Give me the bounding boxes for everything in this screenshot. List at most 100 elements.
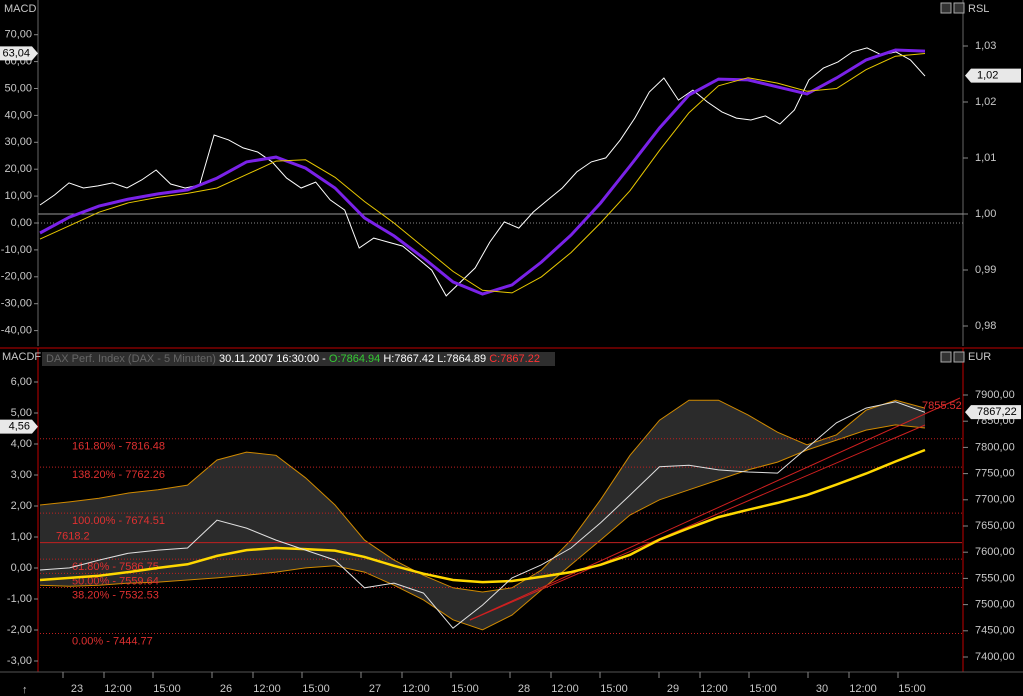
- x-tick-label: 12:00: [104, 683, 132, 695]
- y2-tick-label: 7650,00: [975, 520, 1015, 532]
- bollinger-area: [39, 399, 926, 631]
- current-value-label: 4,56: [9, 421, 30, 433]
- y2-tick-label: 7700,00: [975, 494, 1015, 506]
- restore-button[interactable]: [940, 2, 952, 14]
- open: O:7864.94: [329, 353, 380, 365]
- indicator-line: [39, 47, 926, 297]
- y-tick-label: 0,00: [11, 562, 32, 574]
- current-value-box: [0, 419, 38, 434]
- y-tick-label: 40,00: [4, 109, 32, 121]
- x-tick-label: 12:00: [402, 683, 430, 695]
- y-tick-label: -20,00: [1, 271, 32, 283]
- instrument: DAX Perf. Index (DAX - 5 Minuten): [46, 353, 216, 365]
- price-line: [39, 401, 926, 629]
- fib-label: 38.20% - 7532.53: [72, 589, 159, 601]
- x-tick-label: 12:00: [700, 683, 728, 695]
- fib-label: 138.20% - 7762.26: [72, 469, 165, 481]
- y-tick-label: 5,00: [11, 407, 32, 419]
- indicator-line: [39, 53, 926, 294]
- low: L:7864.89: [437, 353, 486, 365]
- fib-label: 50.00% - 7559.64: [72, 575, 159, 587]
- top-right-title: RSL: [968, 3, 989, 15]
- timestamp: 30.11.2007 16:30:00 -: [219, 353, 326, 365]
- current-value-label: 1,02: [977, 70, 998, 82]
- close-button[interactable]: [953, 351, 965, 363]
- y-tick-label: 30,00: [4, 136, 32, 148]
- current-value-label: 7867,22: [977, 406, 1017, 418]
- y2-tick-label: 0,99: [975, 264, 996, 276]
- y2-tick-label: 7450,00: [975, 625, 1015, 637]
- y-tick-label: -30,00: [1, 298, 32, 310]
- current-value-box: [965, 68, 1021, 83]
- x-tick-label: 27: [369, 683, 381, 695]
- band-lower: [39, 424, 926, 631]
- y2-tick-label: 1,03: [975, 40, 996, 52]
- y-tick-label: 4,00: [11, 438, 32, 450]
- trend-line: [469, 424, 926, 621]
- y2-tick-label: 7600,00: [975, 546, 1015, 558]
- y-tick-label: 6,00: [11, 376, 32, 388]
- y2-tick-label: 7550,00: [975, 572, 1015, 584]
- y-tick-label: 3,00: [11, 469, 32, 481]
- x-tick-label: 12:00: [551, 683, 579, 695]
- y2-tick-label: 7400,00: [975, 651, 1015, 663]
- x-tick-label: 15:00: [153, 683, 181, 695]
- y-tick-label: -2,00: [7, 624, 32, 636]
- moving-average: [39, 448, 926, 584]
- y-tick-label: 0,00: [11, 217, 32, 229]
- x-tick-label: 28: [518, 683, 530, 695]
- y2-tick-label: 7900,00: [975, 389, 1015, 401]
- fib-label: 61.80% - 7586.75: [72, 561, 159, 573]
- y-tick-label: 70,00: [4, 29, 32, 41]
- y2-tick-label: 7500,00: [975, 599, 1015, 611]
- y-tick-label: 10,00: [4, 190, 32, 202]
- high: H:7867.42: [383, 353, 434, 365]
- indicator-line: [39, 48, 926, 296]
- y-tick-label: 20,00: [4, 163, 32, 175]
- band-fill: [40, 400, 925, 630]
- y-tick-label: -40,00: [1, 325, 32, 337]
- y-tick-label: -3,00: [7, 655, 32, 667]
- pivot-label: 7618.2: [56, 531, 90, 543]
- current-value-box: [965, 405, 1021, 420]
- scroll-arrow[interactable]: ↑: [22, 684, 28, 696]
- info-bar: [42, 352, 555, 366]
- x-tick-label: 15:00: [451, 683, 479, 695]
- current-value-box: [0, 46, 38, 61]
- top-title: MACD: [4, 3, 36, 15]
- x-tick-label: 12:00: [253, 683, 281, 695]
- trend-line: [469, 397, 961, 621]
- fib-label: 100.00% - 7674.51: [72, 515, 165, 527]
- y-tick-label: -10,00: [1, 244, 32, 256]
- info-text: DAX Perf. Index (DAX - 5 Minuten) 30.11.…: [46, 353, 540, 365]
- y2-tick-label: 1,02: [975, 96, 996, 108]
- x-tick-label: 26: [220, 683, 232, 695]
- y-tick-label: -1,00: [7, 593, 32, 605]
- y-tick-label: 1,00: [11, 531, 32, 543]
- x-tick-label: 30: [816, 683, 828, 695]
- close: C:7867.22: [489, 353, 540, 365]
- x-tick-label: 12:00: [849, 683, 877, 695]
- x-tick-label: 15:00: [749, 683, 777, 695]
- y-tick-label: 2,00: [11, 500, 32, 512]
- y2-tick-label: 7800,00: [975, 441, 1015, 453]
- y2-tick-label: 0,98: [975, 320, 996, 332]
- fib-label: 161.80% - 7816.48: [72, 441, 165, 453]
- x-tick-label: 15:00: [302, 683, 330, 695]
- x-tick-label: 15:00: [898, 683, 926, 695]
- current-value-label: 63,04: [2, 47, 30, 59]
- y2-tick-label: 1,01: [975, 152, 996, 164]
- x-tick-label: 15:00: [600, 683, 628, 695]
- x-tick-label: 23: [71, 683, 83, 695]
- close-button[interactable]: [953, 2, 965, 14]
- band-upper: [39, 399, 926, 593]
- y-tick-label: 50,00: [4, 82, 32, 94]
- restore-button[interactable]: [940, 351, 952, 363]
- bottom-title: MACDF: [2, 351, 41, 363]
- x-tick-label: 29: [667, 683, 679, 695]
- fib-label: 0.00% - 7444.77: [72, 635, 153, 647]
- y2-tick-label: 1,00: [975, 208, 996, 220]
- y2-tick-label: 7750,00: [975, 468, 1015, 480]
